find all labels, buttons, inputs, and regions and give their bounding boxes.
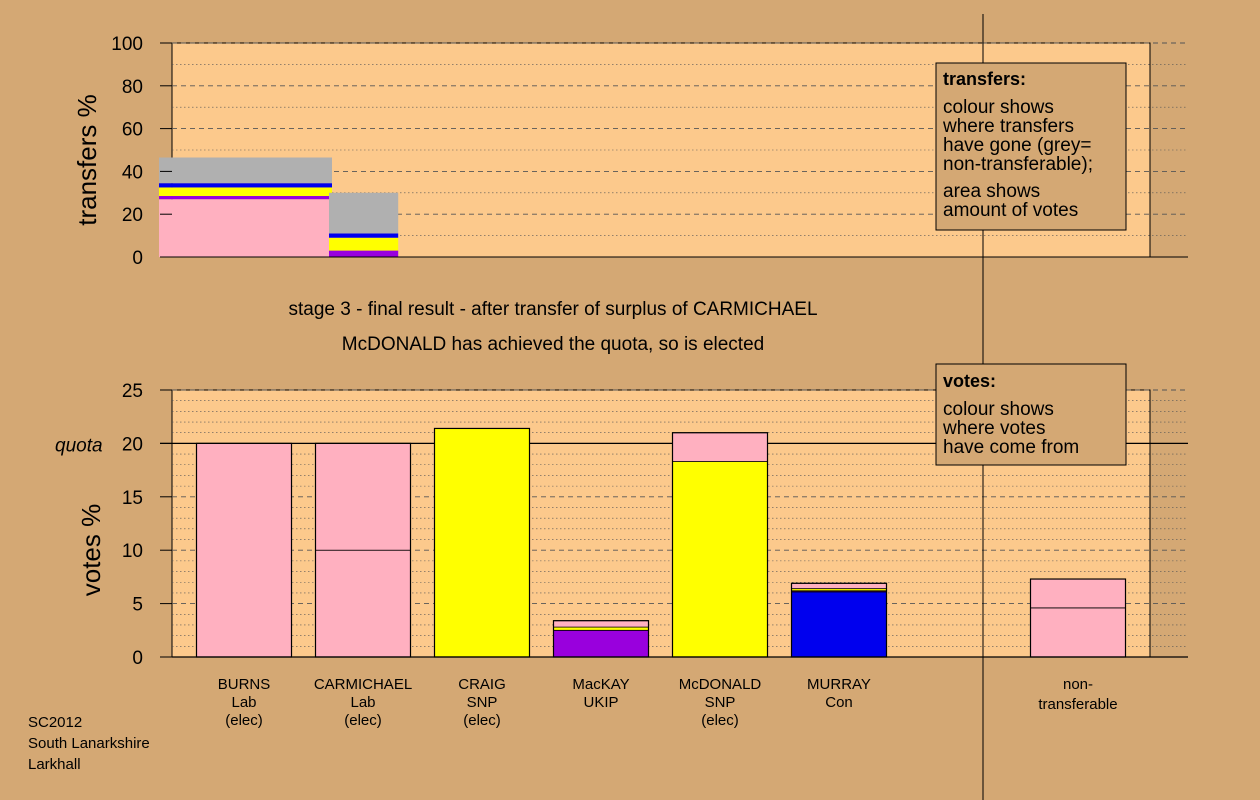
votes-y-axis-title: votes % — [76, 504, 106, 597]
vote-segment-lab — [315, 549, 411, 658]
candidate-party: UKIP — [583, 694, 618, 711]
stage-caption: stage 3 - final result - after transfer … — [288, 299, 817, 320]
transfers-tick-label: 0 — [132, 248, 143, 269]
transfers-tick-label: 80 — [122, 77, 143, 98]
votes-tick-label: 25 — [122, 381, 143, 402]
vote-segment-lab — [791, 582, 887, 590]
candidate-name: CRAIG — [458, 676, 506, 693]
transfer-segment-nontransferable — [159, 157, 332, 184]
transfers-legend-line: where transfers — [942, 116, 1074, 137]
transfers-y-axis-title: transfers % — [72, 94, 102, 226]
transfer-segment-snp — [159, 187, 332, 197]
transfers-tick-label: 100 — [111, 34, 143, 55]
votes-legend-line: where votes — [942, 418, 1045, 439]
votes-bars — [195, 427, 1127, 658]
vote-segment-lab — [553, 620, 649, 628]
transfer-segment-nontransferable — [329, 192, 399, 234]
votes-y-ticks: 0 5 10 15 20 25 — [122, 381, 172, 669]
transfers-tick-label: 40 — [122, 162, 143, 183]
transfers-legend-line: area shows — [943, 181, 1040, 202]
candidate-name: McDONALD — [679, 676, 762, 693]
vote-segment-lab — [1030, 607, 1126, 658]
footer-election: SC2012 — [28, 714, 82, 731]
vote-segment-con — [791, 591, 887, 658]
transfer-segment-con — [329, 233, 399, 238]
candidate-status: (elec) — [225, 712, 263, 729]
transfers-legend-line: amount of votes — [943, 200, 1078, 221]
transfer-segment-ukip — [159, 196, 332, 200]
transfer-segment-con — [159, 183, 332, 188]
transfers-legend-line: non-transferable); — [943, 154, 1093, 175]
votes-legend: votes: colour shows where votes have com… — [935, 363, 1127, 466]
transfers-legend-line: have gone (grey= — [943, 135, 1091, 156]
vote-segment-lab — [672, 432, 768, 462]
votes-tick-label: 15 — [122, 488, 143, 509]
votes-legend-line: colour shows — [943, 399, 1054, 420]
transfers-legend-line: colour shows — [943, 97, 1054, 118]
votes-tick-label: 5 — [132, 595, 143, 616]
transfers-tick-label: 20 — [122, 205, 143, 226]
transfers-legend-heading: transfers: — [943, 69, 1026, 89]
transfer-segment-lab — [159, 199, 332, 257]
candidate-name: MURRAY — [807, 676, 871, 693]
candidate-party: Lab — [231, 694, 256, 711]
vote-segment-lab — [1030, 578, 1126, 609]
candidate-party: Lab — [350, 694, 375, 711]
vote-segment-snp — [672, 461, 768, 658]
votes-legend-heading: votes: — [943, 371, 996, 391]
transfers-y-ticks: 0 20 40 60 80 100 — [111, 34, 172, 269]
votes-legend-box — [935, 363, 1127, 466]
votes-tick-label: 0 — [132, 648, 143, 669]
transfer-segment-snp — [329, 237, 399, 251]
candidate-party: Con — [825, 694, 853, 711]
quota-label: quota — [55, 435, 103, 456]
votes-tick-label: 10 — [122, 541, 143, 562]
footer-council: South Lanarkshire — [28, 735, 150, 752]
votes-tick-label: 20 — [122, 434, 143, 455]
candidate-party: SNP — [467, 694, 498, 711]
vote-segment-snp — [553, 626, 649, 631]
transfers-legend: transfers: colour shows where transfers … — [935, 62, 1127, 231]
elected-caption: McDONALD has achieved the quota, so is e… — [342, 334, 764, 355]
candidate-status: (elec) — [463, 712, 501, 729]
candidate-name: MacKAY — [572, 676, 629, 693]
nontransferable-label-line1: non- — [1063, 676, 1093, 693]
transfers-bars — [159, 157, 399, 257]
vote-segment-lab — [315, 442, 411, 551]
nontransferable-label-line2: transferable — [1038, 696, 1117, 713]
vote-segment-snp — [434, 428, 530, 658]
candidate-status: (elec) — [701, 712, 739, 729]
candidate-name: CARMICHAEL — [314, 676, 412, 693]
vote-segment-lab — [196, 442, 292, 658]
transfers-tick-label: 60 — [122, 120, 143, 141]
transfer-segment-ukip — [329, 250, 399, 257]
footer-ward: Larkhall — [28, 756, 81, 773]
vote-segment-ukip — [553, 629, 649, 658]
candidate-status: (elec) — [344, 712, 382, 729]
transfers-legend-box — [935, 62, 1127, 231]
votes-legend-line: have come from — [943, 437, 1079, 458]
candidate-name: BURNS — [218, 676, 271, 693]
candidate-party: SNP — [705, 694, 736, 711]
candidate-labels: BURNSLab(elec)CARMICHAELLab(elec)CRAIGSN… — [218, 676, 871, 729]
